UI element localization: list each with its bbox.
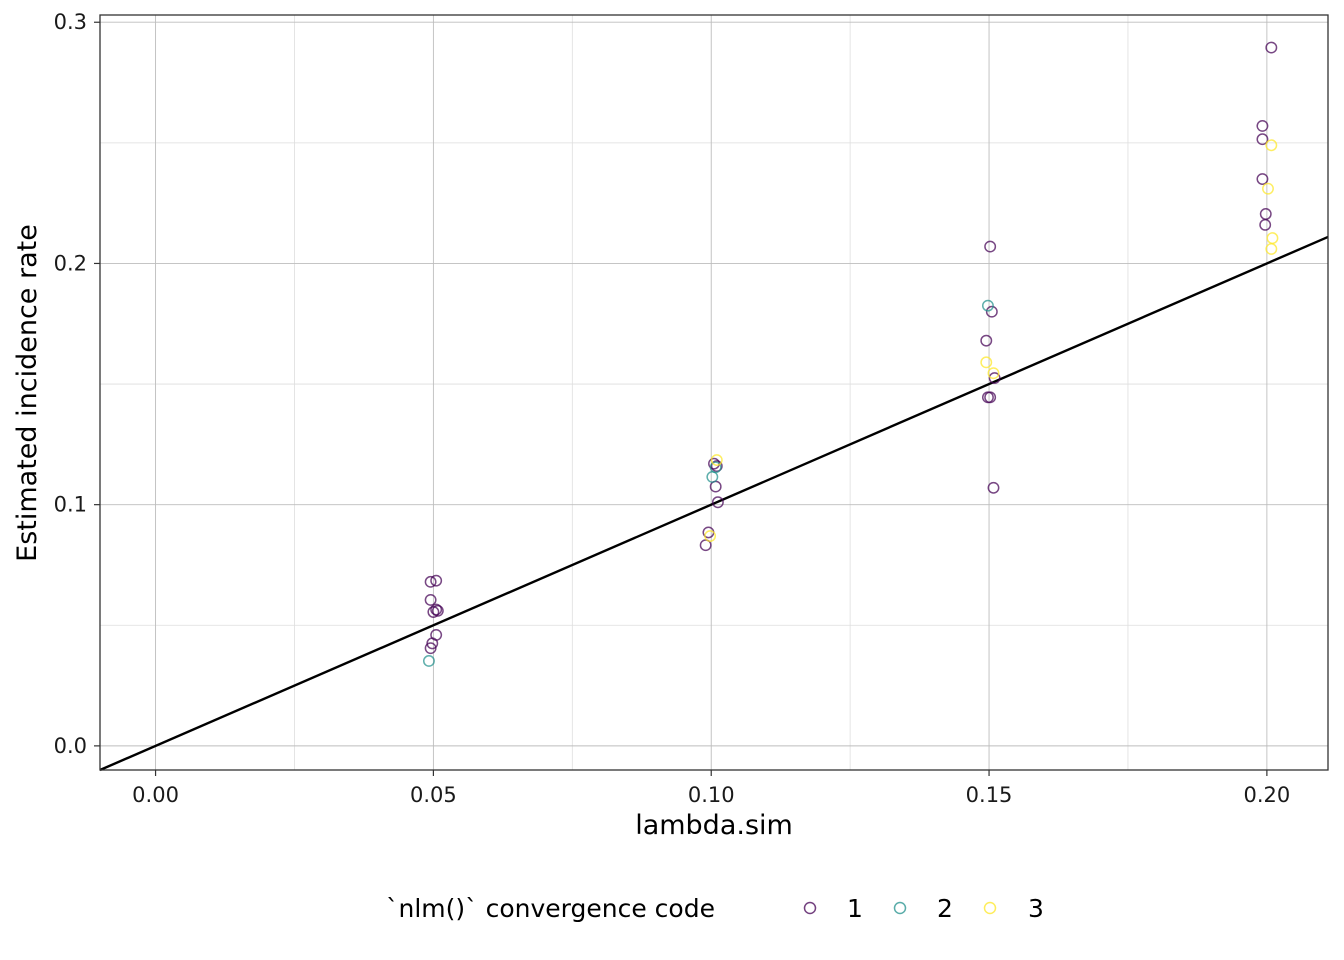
plot-panel-border [99, 14, 1329, 771]
data-point-code-1 [987, 481, 1000, 494]
legend-title: `nlm()` convergence code [386, 894, 715, 923]
reference-line [99, 235, 1329, 772]
data-point-code-1 [985, 305, 998, 318]
data-point-code-1 [984, 391, 997, 404]
data-point-code-1 [984, 240, 997, 253]
x-tick-label: 0.15 [966, 783, 1013, 807]
data-point-code-1 [988, 372, 1001, 384]
data-points [422, 41, 1279, 667]
data-point-code-1 [711, 496, 724, 509]
x-axis-ticks: 0.00 0.05 0.10 0.15 0.20 [132, 770, 1290, 807]
y-axis-title: Estimated incidence rate [12, 224, 43, 562]
data-point-code-1 [1259, 218, 1272, 231]
data-point-code-1 [1256, 133, 1269, 146]
legend-key-2 [893, 901, 907, 915]
data-point-code-2 [981, 299, 994, 312]
data-point-code-1 [427, 606, 440, 618]
data-point-code-1 [699, 539, 712, 552]
y-axis-ticks: 0.0 0.1 0.2 0.3 [54, 10, 100, 758]
data-point-code-2 [709, 461, 722, 474]
x-tick-label: 0.00 [132, 783, 179, 807]
data-point-code-1 [1256, 173, 1269, 185]
data-point-code-3 [704, 530, 717, 542]
data-point-code-1 [424, 642, 437, 655]
x-tick-label: 0.20 [1243, 783, 1290, 807]
legend-label-2: 2 [937, 894, 953, 923]
legend-label-3: 3 [1028, 894, 1044, 923]
legend: `nlm()` convergence code 1 2 3 [386, 894, 1044, 923]
y-tick-label: 0.0 [54, 734, 87, 758]
data-point-code-1 [424, 593, 437, 606]
data-point-code-3 [1265, 139, 1278, 152]
data-point-code-3 [710, 454, 723, 466]
data-point-code-1 [710, 460, 723, 473]
data-point-code-3 [1262, 182, 1274, 195]
data-point-code-1 [1265, 41, 1278, 54]
y-tick-label: 0.1 [54, 493, 87, 517]
data-point-code-1 [1256, 120, 1269, 132]
data-point-code-1 [431, 604, 444, 617]
y-tick-label: 0.3 [54, 10, 87, 34]
data-point-code-3 [987, 367, 1000, 380]
x-axis-title: lambda.sim [635, 810, 793, 841]
legend-key-1 [803, 901, 817, 915]
reference-line-layer [99, 235, 1329, 772]
data-point-code-3 [980, 356, 993, 369]
data-point-code-1 [426, 637, 439, 650]
data-point-code-1 [430, 574, 443, 587]
data-point-code-1 [424, 575, 437, 588]
legend-label-1: 1 [847, 894, 863, 923]
y-tick-label: 0.2 [54, 251, 87, 275]
minor-gridlines [100, 15, 1328, 770]
x-tick-label: 0.05 [410, 783, 457, 807]
data-point-code-1 [430, 603, 443, 616]
x-tick-label: 0.10 [688, 783, 735, 807]
data-point-code-1 [980, 334, 993, 347]
data-point-code-3 [1265, 243, 1278, 255]
data-point-code-2 [422, 655, 435, 667]
legend-key-3 [983, 901, 997, 915]
